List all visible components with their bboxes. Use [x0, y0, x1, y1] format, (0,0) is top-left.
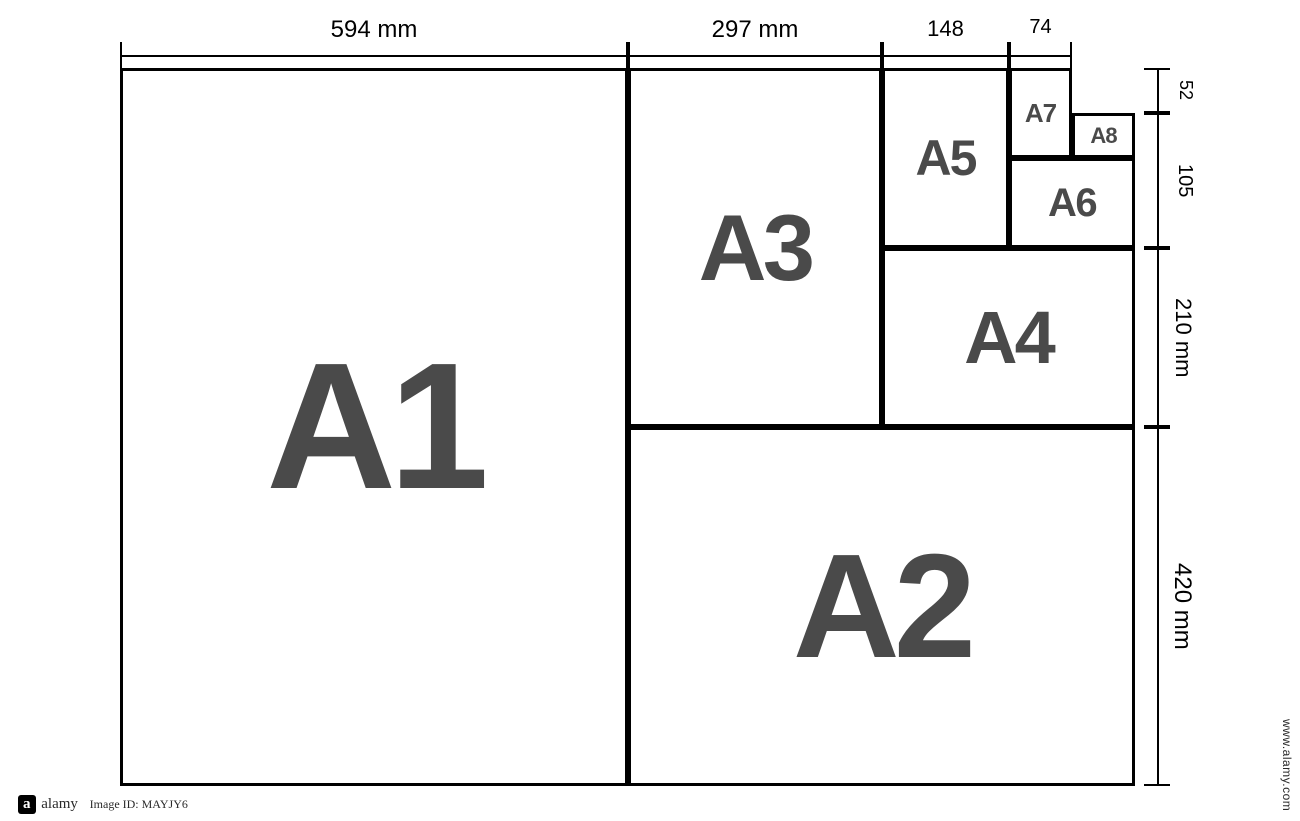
- watermark-site: www.alamy.com: [1280, 719, 1294, 811]
- paper-A5: A5: [882, 68, 1009, 248]
- paper-A4: A4: [882, 248, 1135, 427]
- paper-A6: A6: [1009, 158, 1135, 248]
- paper-A1-label: A1: [266, 337, 482, 517]
- dim-top-0: 594 mm: [120, 40, 628, 70]
- dim-right-0: 52: [1142, 68, 1172, 113]
- watermark-brand: a alamy Image ID: MAYJY6: [18, 796, 188, 813]
- paper-A7: A7: [1009, 68, 1072, 158]
- paper-A4-label: A4: [964, 301, 1053, 375]
- paper-A2-label: A2: [793, 533, 970, 681]
- dim-right-1: 105: [1142, 113, 1172, 248]
- dim-right-3: 420 mm: [1142, 427, 1172, 786]
- diagram-stage: alamy alamy alamy A1 A2 A3 A4 A5 A6 A7 A…: [0, 0, 1300, 821]
- paper-A1: A1: [120, 68, 628, 786]
- paper-A3: A3: [628, 68, 882, 427]
- paper-A2: A2: [628, 427, 1135, 786]
- paper-A8: A8: [1072, 113, 1135, 158]
- dim-top-3: 74: [1009, 40, 1072, 70]
- dim-top-1: 297 mm: [628, 40, 882, 70]
- paper-A5-label: A5: [916, 133, 976, 183]
- dim-right-2: 210 mm: [1142, 248, 1172, 427]
- paper-A8-label: A8: [1090, 125, 1116, 147]
- paper-A7-label: A7: [1025, 100, 1056, 126]
- paper-A6-label: A6: [1048, 183, 1096, 223]
- dim-top-2: 148: [882, 40, 1009, 70]
- paper-A3-label: A3: [699, 201, 812, 295]
